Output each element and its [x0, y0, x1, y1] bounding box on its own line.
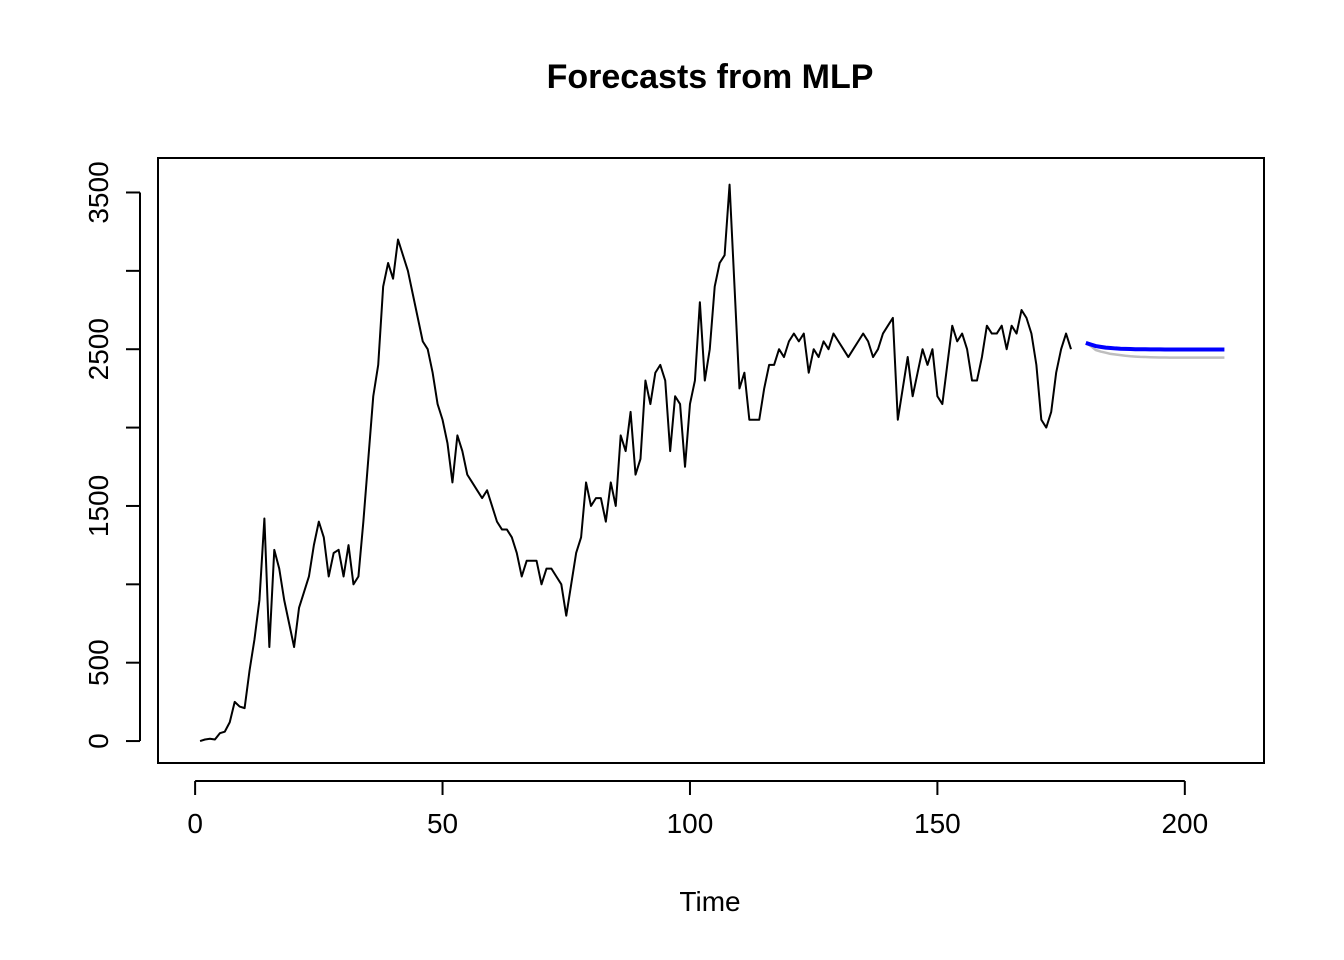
observed-series-line — [199, 183, 1072, 743]
x-axis: 0 50 100 150 200 — [187, 780, 1208, 839]
chart-title: Forecasts from MLP — [546, 58, 874, 96]
x-tick-label: 150 — [914, 808, 961, 839]
x-tick-label: 100 — [667, 808, 714, 839]
y-axis: 0 500 1500 2500 3500 — [83, 161, 141, 749]
y-tick-label: 2500 — [83, 318, 114, 380]
x-axis-label: Time — [679, 886, 740, 917]
x-tick-label: 50 — [427, 808, 458, 839]
y-tick-label: 3500 — [83, 161, 114, 223]
x-tick-label: 0 — [187, 808, 203, 839]
series-layer — [199, 183, 1225, 743]
forecast-series-line — [1085, 341, 1225, 352]
y-tick-label: 1500 — [83, 475, 114, 537]
plot-frame — [157, 157, 1265, 764]
y-tick-label: 0 — [83, 733, 114, 749]
x-tick-label: 200 — [1161, 808, 1208, 839]
fitted-series-line — [1085, 341, 1225, 359]
y-tick-label: 500 — [83, 639, 114, 686]
